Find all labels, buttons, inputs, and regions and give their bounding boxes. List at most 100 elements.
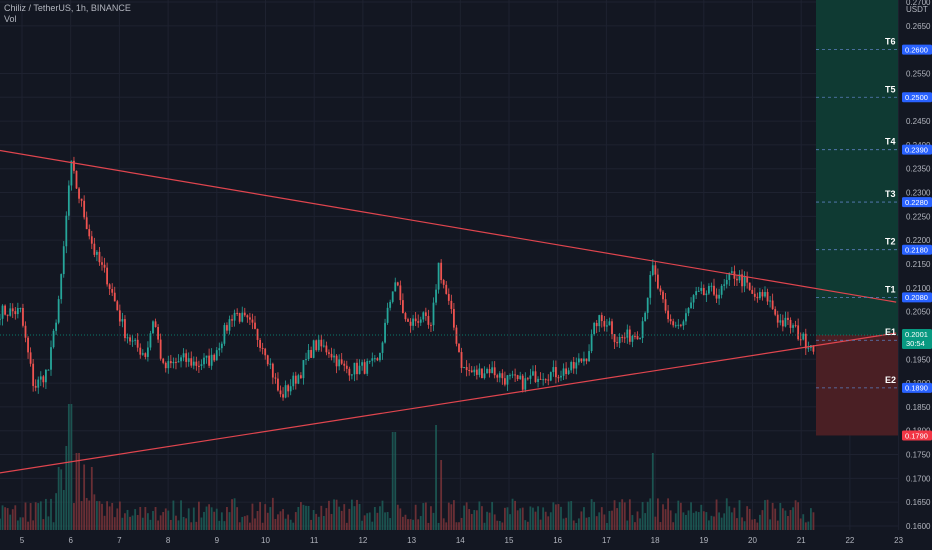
candle-body <box>629 330 631 342</box>
candle-body <box>512 374 514 375</box>
volume-bar <box>246 515 248 530</box>
candle-body <box>165 363 167 368</box>
volume-bar <box>639 518 641 530</box>
candle-body <box>466 367 468 370</box>
candle-body <box>417 321 419 323</box>
volume-bar <box>603 514 605 530</box>
volume-bar <box>644 513 646 530</box>
volume-bar <box>338 507 340 530</box>
volume-bar <box>532 508 534 530</box>
candle-body <box>519 376 521 379</box>
candle-body <box>287 385 289 391</box>
volume-bar <box>813 512 815 530</box>
volume-bar <box>366 513 368 530</box>
volume-bar <box>619 502 621 530</box>
candle-body <box>389 302 391 308</box>
candle-body <box>402 300 404 313</box>
volume-bar <box>30 503 32 530</box>
level-price-tag-text: 0.2280 <box>905 198 928 207</box>
volume-bar <box>407 519 409 530</box>
candle-body <box>667 311 669 319</box>
candle-body <box>586 359 588 362</box>
volume-bar <box>736 518 738 530</box>
volume-bar <box>137 515 139 530</box>
symbol-title[interactable]: Chiliz / TetherUS, 1h, BINANCE <box>4 3 131 14</box>
volume-bar <box>134 509 136 530</box>
volume-bar <box>101 504 103 530</box>
level-label: T4 <box>885 137 896 147</box>
candle-body <box>160 340 162 359</box>
volume-bar <box>150 520 152 530</box>
volume-bar <box>42 519 44 530</box>
candle-body <box>142 353 144 354</box>
candle-body <box>601 315 603 321</box>
volume-bar <box>160 515 162 530</box>
volume-bar <box>433 513 435 530</box>
candle-body <box>535 371 537 382</box>
candle-body <box>14 311 16 314</box>
candle-body <box>333 356 335 358</box>
volume-bar <box>109 506 111 530</box>
candle-body <box>473 370 475 373</box>
candle-body <box>134 340 136 341</box>
candle-body <box>489 369 491 373</box>
volume-bar <box>188 508 190 530</box>
candle-body <box>700 288 702 291</box>
volume-bar <box>226 507 228 530</box>
volume-bar <box>660 522 662 530</box>
candle-body <box>173 362 175 363</box>
candle-body <box>705 294 707 296</box>
volume-bar <box>295 512 297 530</box>
candle-body <box>621 337 623 338</box>
volume-indicator-label[interactable]: Vol <box>4 14 131 25</box>
time-tick-label: 7 <box>117 536 122 545</box>
price-tick-label: 0.2050 <box>906 308 931 317</box>
volume-bar <box>392 432 394 530</box>
volume-bar <box>519 508 521 530</box>
volume-bar <box>116 508 118 530</box>
volume-bar <box>236 507 238 530</box>
candle-body <box>764 292 766 296</box>
candle-body <box>795 325 797 326</box>
volume-bar <box>359 504 361 530</box>
candle-body <box>652 265 654 275</box>
volume-bar <box>371 522 373 530</box>
volume-bar <box>420 516 422 530</box>
volume-bar <box>211 507 213 530</box>
volume-bar <box>438 523 440 530</box>
volume-bar <box>65 446 67 530</box>
candle-body <box>60 274 62 299</box>
candle-body <box>683 321 685 325</box>
candle-body <box>565 368 567 374</box>
volume-bar <box>787 516 789 530</box>
candle-body <box>774 309 776 315</box>
volume-bar <box>377 513 379 530</box>
price-tick-label: 0.2200 <box>906 236 931 245</box>
candle-body <box>290 386 292 391</box>
candle-body <box>231 319 233 320</box>
volume-bar <box>448 503 450 530</box>
candle-body <box>609 321 611 325</box>
candle-body <box>626 330 628 338</box>
candle-body <box>211 355 213 366</box>
volume-bar <box>252 504 254 530</box>
volume-bar <box>292 523 294 530</box>
volume-bar <box>412 520 414 530</box>
time-tick-label: 12 <box>358 536 367 545</box>
candle-body <box>410 322 412 326</box>
candle-body <box>137 340 139 348</box>
candle-body <box>25 326 27 338</box>
volume-bar <box>609 511 611 530</box>
candle-body <box>4 306 6 315</box>
candle-body <box>188 358 190 362</box>
candle-body <box>343 364 345 366</box>
candle-body <box>675 325 677 326</box>
candle-body <box>524 378 526 389</box>
candle-body <box>22 308 24 326</box>
candle-body <box>440 263 442 280</box>
candle-body <box>731 271 733 273</box>
candle-body <box>369 361 371 362</box>
volume-bar <box>685 515 687 530</box>
